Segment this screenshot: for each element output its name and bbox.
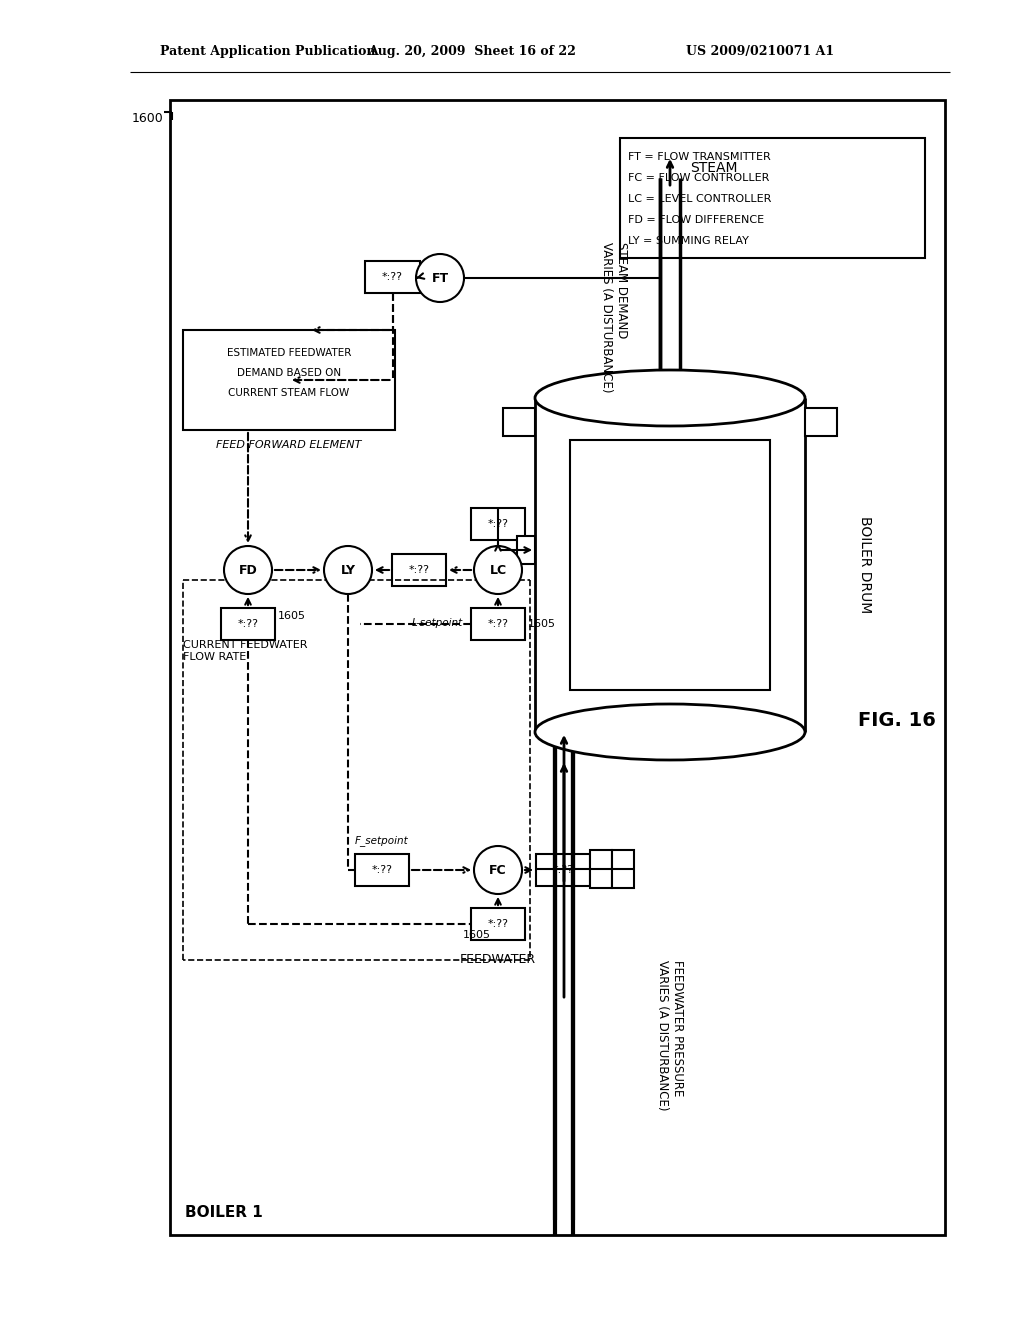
Text: L-setpoint: L-setpoint xyxy=(412,618,463,628)
Bar xyxy=(471,609,525,640)
Ellipse shape xyxy=(535,370,805,426)
Text: 1605: 1605 xyxy=(528,619,556,630)
Text: BOILER DRUM: BOILER DRUM xyxy=(858,516,872,614)
Text: CURRENT FEEDWATER
FLOW RATE: CURRENT FEEDWATER FLOW RATE xyxy=(183,640,307,661)
Circle shape xyxy=(324,546,372,594)
Text: *:??: *:?? xyxy=(409,565,429,576)
Bar xyxy=(517,536,535,564)
Text: FT = FLOW TRANSMITTER: FT = FLOW TRANSMITTER xyxy=(628,152,771,162)
Bar xyxy=(471,508,525,540)
Text: F_setpoint: F_setpoint xyxy=(355,836,409,846)
Text: 1600: 1600 xyxy=(131,112,163,125)
Bar xyxy=(570,440,770,690)
Bar xyxy=(612,850,634,888)
Text: FEEDWATER: FEEDWATER xyxy=(460,953,536,966)
Text: BOILER 1: BOILER 1 xyxy=(185,1205,263,1220)
Bar xyxy=(355,854,409,886)
Text: US 2009/0210071 A1: US 2009/0210071 A1 xyxy=(686,45,835,58)
Text: Patent Application Publication: Patent Application Publication xyxy=(160,45,376,58)
Text: ESTIMATED FEEDWATER: ESTIMATED FEEDWATER xyxy=(226,348,351,358)
Circle shape xyxy=(416,253,464,302)
Text: 1605: 1605 xyxy=(463,931,490,940)
Text: 1605: 1605 xyxy=(278,611,306,620)
Bar xyxy=(805,408,837,436)
Text: DEMAND BASED ON: DEMAND BASED ON xyxy=(237,368,341,378)
Text: FT: FT xyxy=(431,272,449,285)
Bar xyxy=(221,609,275,640)
Text: FD = FLOW DIFFERENCE: FD = FLOW DIFFERENCE xyxy=(628,215,764,224)
Text: LC = LEVEL CONTROLLER: LC = LEVEL CONTROLLER xyxy=(628,194,771,205)
Text: FD: FD xyxy=(239,564,257,577)
Text: STEAM DEMAND
VARIES (A DISTURBANCE): STEAM DEMAND VARIES (A DISTURBANCE) xyxy=(600,242,628,392)
Circle shape xyxy=(474,546,522,594)
Text: *:??: *:?? xyxy=(553,865,573,875)
Bar xyxy=(503,408,535,436)
Bar xyxy=(590,850,612,888)
Text: FEEDWATER PRESSURE
VARIES (A DISTURBANCE): FEEDWATER PRESSURE VARIES (A DISTURBANCE… xyxy=(656,960,684,1110)
Bar xyxy=(392,554,446,586)
Text: CURRENT STEAM FLOW: CURRENT STEAM FLOW xyxy=(228,388,349,399)
Text: Aug. 20, 2009  Sheet 16 of 22: Aug. 20, 2009 Sheet 16 of 22 xyxy=(368,45,575,58)
Text: LY = SUMMING RELAY: LY = SUMMING RELAY xyxy=(628,236,749,246)
Text: *:??: *:?? xyxy=(372,865,392,875)
Ellipse shape xyxy=(535,704,805,760)
Circle shape xyxy=(224,546,272,594)
Text: *:??: *:?? xyxy=(487,619,509,630)
Text: FC: FC xyxy=(489,863,507,876)
Bar xyxy=(365,261,420,293)
Circle shape xyxy=(474,846,522,894)
Text: FEED FORWARD ELEMENT: FEED FORWARD ELEMENT xyxy=(216,440,361,450)
Bar xyxy=(620,139,925,257)
Text: FC = FLOW CONTROLLER: FC = FLOW CONTROLLER xyxy=(628,173,769,183)
Text: STEAM: STEAM xyxy=(690,161,737,176)
Text: LC: LC xyxy=(489,564,507,577)
Text: LY: LY xyxy=(341,564,355,577)
Text: *:??: *:?? xyxy=(238,619,258,630)
Bar xyxy=(471,908,525,940)
Bar xyxy=(536,854,590,886)
Bar xyxy=(183,330,395,430)
Bar xyxy=(170,100,945,1236)
Text: *:??: *:?? xyxy=(487,919,509,929)
Text: FIG. 16: FIG. 16 xyxy=(858,710,936,730)
Text: *:??: *:?? xyxy=(487,519,509,529)
Text: *:??: *:?? xyxy=(382,272,403,282)
